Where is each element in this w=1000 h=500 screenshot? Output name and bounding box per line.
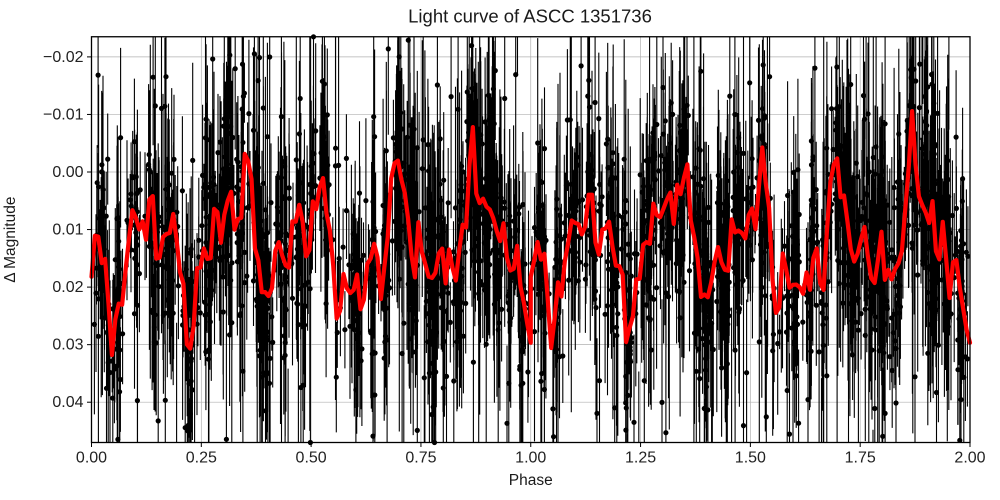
svg-text:0.50: 0.50	[296, 450, 327, 467]
svg-text:0.25: 0.25	[186, 450, 217, 467]
svg-text:2.00: 2.00	[954, 450, 985, 467]
svg-text:0.00: 0.00	[52, 164, 83, 181]
svg-text:Light curve of ASCC 1351736: Light curve of ASCC 1351736	[408, 6, 652, 27]
svg-text:0.01: 0.01	[52, 222, 83, 239]
svg-text:0.03: 0.03	[52, 337, 83, 354]
svg-text:1.50: 1.50	[735, 450, 766, 467]
svg-text:1.75: 1.75	[845, 450, 876, 467]
svg-text:Phase: Phase	[509, 472, 553, 489]
svg-text:−0.01: −0.01	[43, 106, 84, 123]
svg-text:1.00: 1.00	[515, 450, 546, 467]
svg-text:1.25: 1.25	[625, 450, 656, 467]
svg-text:−0.02: −0.02	[43, 49, 84, 66]
svg-text:0.04: 0.04	[52, 394, 83, 411]
svg-text:0.75: 0.75	[405, 450, 436, 467]
svg-text:0.00: 0.00	[76, 450, 107, 467]
svg-text:0.02: 0.02	[52, 279, 83, 296]
svg-text:Δ Magnitude: Δ Magnitude	[2, 197, 19, 283]
